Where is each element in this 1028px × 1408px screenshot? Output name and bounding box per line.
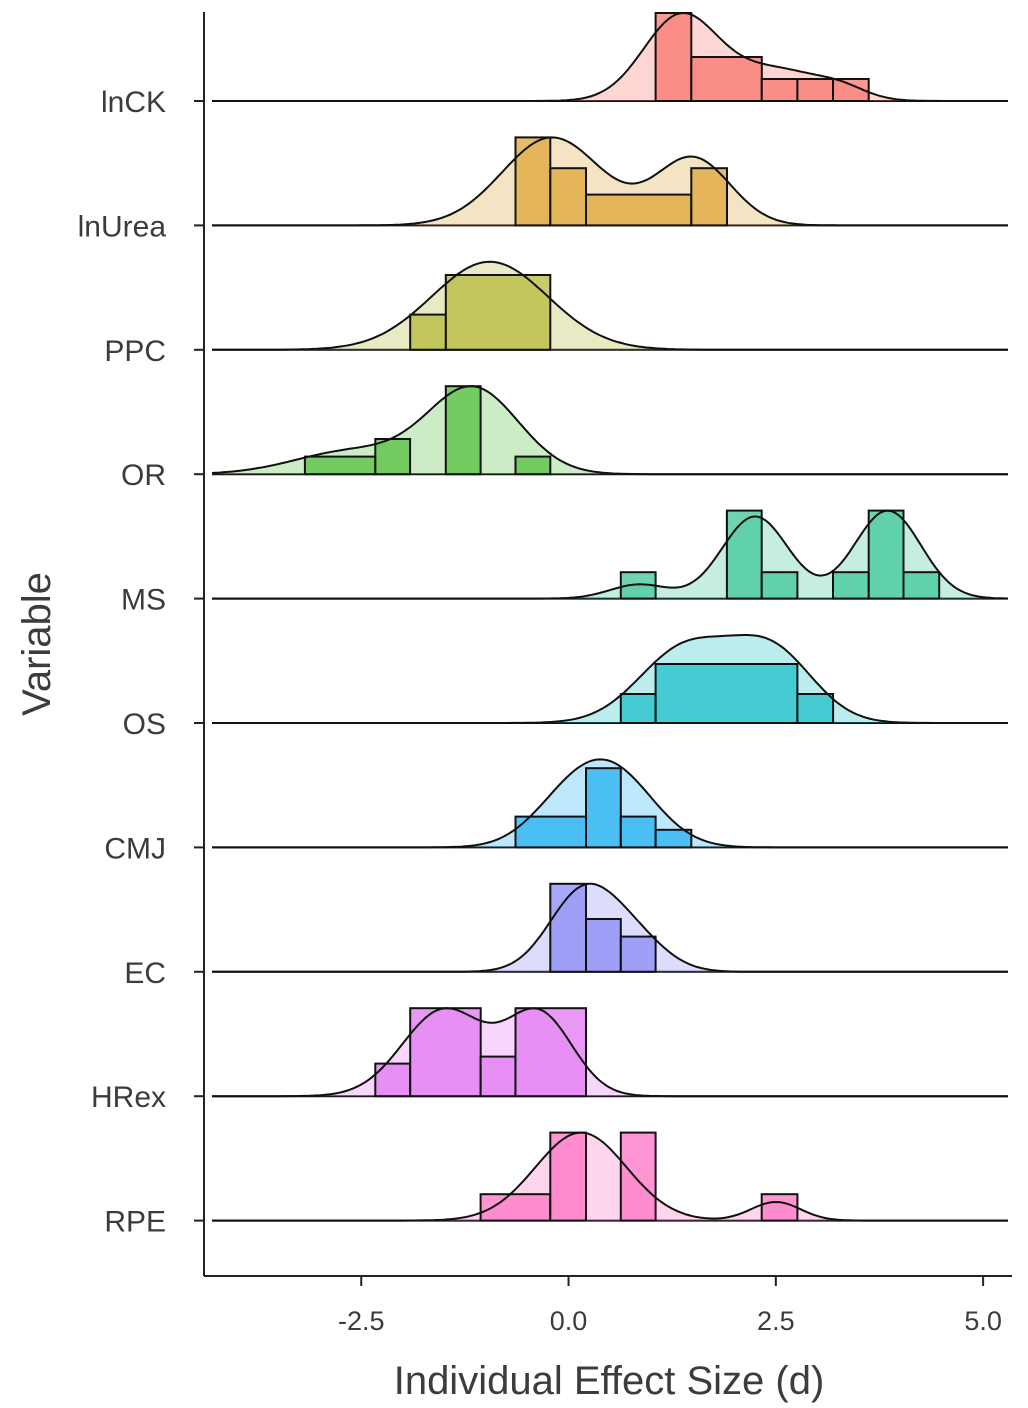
histogram-bar — [585, 918, 622, 973]
axes-layer — [203, 12, 1012, 1277]
y-tick-label: CMJ — [104, 832, 166, 865]
y-tick-labels: lnCK lnUrea PPC OR MS OS CMJ EC HRex RPE — [78, 86, 204, 1239]
histogram-bar — [514, 1007, 587, 1098]
histogram-bar — [690, 56, 763, 102]
histogram-bar — [654, 12, 693, 102]
histogram-bar — [409, 1007, 482, 1098]
density-line — [212, 136, 1008, 227]
y-tick-label: lnUrea — [78, 210, 167, 243]
density-line — [212, 509, 1009, 600]
y-tick-label: RPE — [104, 1206, 166, 1239]
y-tick-label: PPC — [104, 335, 166, 368]
y-tick-label: MS — [121, 584, 166, 617]
density-line — [212, 634, 1008, 724]
histogram-bar — [585, 767, 622, 849]
x-tick-label: 2.5 — [757, 1306, 795, 1336]
x-tick-label: 0.0 — [550, 1306, 588, 1336]
density-line — [212, 882, 1008, 973]
y-tick-label: HRex — [91, 1081, 166, 1114]
density-line — [212, 11, 1008, 102]
ridge-rpe — [212, 1131, 1008, 1222]
histogram-bar — [619, 1131, 657, 1222]
ridge-or — [211, 385, 1008, 476]
histogram-bar — [654, 663, 799, 724]
ridge-ec — [212, 882, 1008, 973]
histogram-bar — [549, 882, 587, 973]
histogram-bar — [549, 167, 587, 227]
density-area — [212, 1132, 1008, 1221]
histogram-bar — [725, 509, 763, 600]
histogram-bar — [514, 136, 552, 227]
histogram-bar — [832, 78, 870, 102]
histogram-bar — [867, 509, 905, 600]
histogram-bar — [760, 1193, 799, 1222]
density-line — [211, 385, 1008, 476]
density-line — [212, 1131, 1008, 1222]
ridge-ms — [212, 509, 1009, 600]
ridge-os — [212, 634, 1008, 724]
y-tick-label: OS — [123, 708, 166, 741]
x-ticks: -2.5 0.0 2.5 5.0 — [338, 1276, 1002, 1336]
ridge-cmj — [212, 758, 1008, 849]
y-tick-label: lnCK — [101, 86, 166, 119]
histogram-bar — [796, 693, 835, 724]
histogram-bar — [549, 1131, 587, 1222]
histogram-bar — [444, 385, 482, 476]
y-tick-label: EC — [124, 957, 166, 990]
histogram-bar — [619, 693, 657, 724]
y-tick-label: OR — [121, 459, 166, 492]
density-area — [212, 635, 1008, 723]
histogram-bar — [902, 571, 941, 600]
histogram-bar — [514, 815, 587, 849]
y-axis-title: Variable — [15, 572, 59, 716]
histogram-bar — [479, 1055, 517, 1098]
density-line — [212, 1007, 1008, 1098]
ridge-lnurea — [212, 136, 1008, 227]
histogram-bar — [374, 438, 412, 476]
histogram-bar — [514, 455, 552, 476]
histogram-bar — [690, 167, 728, 227]
histogram-bar — [619, 935, 657, 973]
histogram-bar — [760, 78, 799, 102]
histogram-bar — [585, 193, 693, 227]
histogram-bar — [832, 571, 870, 600]
ridge-ppc — [212, 260, 1008, 351]
x-tick-label: 5.0 — [964, 1306, 1002, 1336]
histogram-bar — [409, 313, 447, 351]
density-line — [212, 260, 1008, 351]
histogram-bar — [654, 828, 693, 849]
histogram-bar — [760, 571, 799, 600]
x-tick-label: -2.5 — [338, 1306, 385, 1336]
ridge-lnck — [212, 11, 1008, 102]
x-axis-title: Individual Effect Size (d) — [394, 1359, 825, 1403]
ridge-layer — [211, 11, 1009, 1222]
histogram-bar — [444, 274, 552, 351]
density-area — [212, 137, 1008, 226]
density-area — [212, 261, 1008, 350]
histogram-bar — [303, 455, 377, 476]
density-line — [212, 758, 1008, 849]
density-area — [212, 1008, 1008, 1097]
histogram-bar — [796, 78, 835, 102]
ridge-hrex — [212, 1007, 1008, 1098]
density-area — [212, 510, 1008, 599]
histogram-bar — [619, 815, 657, 849]
